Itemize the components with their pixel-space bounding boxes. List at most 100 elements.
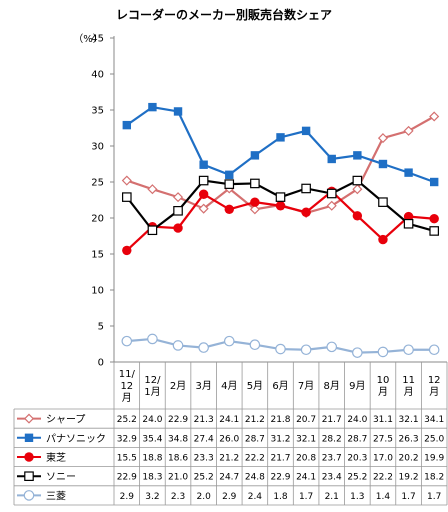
series-2-point xyxy=(301,126,311,136)
series-2-point xyxy=(429,177,439,187)
series-5-data-label: 2.9 xyxy=(222,492,237,502)
series-1-data-label: 34.1 xyxy=(424,415,444,425)
series-2-data-label: 27.5 xyxy=(373,434,393,444)
series-4-point xyxy=(250,178,260,189)
x-tick-label: 8月 xyxy=(324,380,340,392)
series-5-data-label: 2.4 xyxy=(248,492,263,502)
series-2-point xyxy=(353,151,362,160)
series-3-data-label: 17.0 xyxy=(373,454,393,464)
series-2-data-label: 28.7 xyxy=(347,434,367,444)
series-5-point xyxy=(249,339,261,351)
series-3-point xyxy=(198,189,209,199)
series-3-point xyxy=(403,211,414,222)
series-4-data-label: 24.8 xyxy=(245,473,265,483)
series-5-point xyxy=(172,340,184,351)
series-2-data-label: 28.7 xyxy=(245,434,265,444)
series-4-data-label: 22.9 xyxy=(270,473,290,483)
series-2-point xyxy=(122,120,132,130)
series-3-data-label: 20.3 xyxy=(347,454,367,464)
series-5-point xyxy=(428,344,440,356)
series-2-data-label: 31.2 xyxy=(270,434,290,444)
series-2-data-label: 32.1 xyxy=(296,434,316,444)
series-4-data-label: 22.9 xyxy=(117,473,137,483)
series-3-point xyxy=(352,211,363,221)
series-1-point xyxy=(198,203,209,214)
series-2-point xyxy=(173,107,183,116)
series-3-legend-marker xyxy=(24,452,34,462)
series-2-point xyxy=(327,154,336,164)
series-2-data-label: 28.2 xyxy=(322,434,342,444)
y-tick-label: 10 xyxy=(91,286,104,297)
series-3-point xyxy=(429,214,439,224)
x-tick-label: 4月 xyxy=(221,380,237,392)
series-1-data-label: 24.0 xyxy=(142,415,162,425)
series-5-point xyxy=(198,342,209,353)
series-2-point xyxy=(276,133,285,142)
series-3-point xyxy=(224,204,234,215)
series-1-data-label: 21.8 xyxy=(270,415,290,425)
series-4-point xyxy=(301,183,311,194)
series-5-point xyxy=(326,341,338,353)
x-tick-label: 月 xyxy=(429,386,439,398)
series-4-data-label: 19.2 xyxy=(399,473,419,483)
y-tick-label: 35 xyxy=(91,106,104,117)
series-4-data-label: 18.3 xyxy=(142,473,162,483)
series-2-point xyxy=(378,159,388,169)
series-4-point xyxy=(122,192,132,202)
series-4-point xyxy=(352,175,363,186)
series-2-legend-marker xyxy=(24,433,34,442)
y-tick-label: 30 xyxy=(91,142,104,153)
series-5-data-label: 1.8 xyxy=(273,492,288,502)
series-2-data-label: 32.9 xyxy=(117,434,137,444)
series-5-data-label: 3.2 xyxy=(145,492,159,502)
x-tick-label: 10 xyxy=(377,375,390,386)
series-4-legend-marker xyxy=(24,471,34,481)
series-2-point xyxy=(250,151,260,160)
series-4-point xyxy=(429,226,439,236)
x-tick-label: 3月 xyxy=(195,380,211,392)
x-tick-label: 2月 xyxy=(170,380,186,392)
series-3-data-label: 23.3 xyxy=(194,454,214,464)
x-tick-label: 11 xyxy=(402,375,415,386)
series-1-point xyxy=(326,200,337,211)
series-5-data-label: 2.3 xyxy=(171,492,185,502)
y-tick-label: 15 xyxy=(91,250,104,261)
series-5-data-label: 2.0 xyxy=(196,492,211,502)
series-2-data-label: 27.4 xyxy=(194,434,214,444)
series-1-point xyxy=(429,111,440,122)
series-5-data-label: 1.7 xyxy=(427,492,441,502)
series-4-point xyxy=(198,175,209,186)
x-tick-label: 月 xyxy=(404,386,414,398)
series-3-data-label: 18.8 xyxy=(142,454,162,464)
series-1-point xyxy=(352,184,363,195)
series-3-point xyxy=(275,201,286,211)
series-3-point xyxy=(378,234,388,245)
series-2-data-label: 34.8 xyxy=(168,434,188,444)
series-1-point xyxy=(403,125,414,136)
x-tick-label: 11/ xyxy=(119,369,136,380)
series-3-data-label: 19.9 xyxy=(424,454,444,464)
series-1-point xyxy=(249,204,260,215)
series-3-point xyxy=(173,223,183,233)
y-tick-label: 40 xyxy=(91,70,104,81)
series-4-point xyxy=(224,179,235,189)
series-5-data-label: 1.4 xyxy=(376,492,391,502)
series-2-point xyxy=(199,160,208,169)
series-4-data-label: 24.7 xyxy=(219,473,239,483)
series-5-data-label: 2.9 xyxy=(120,492,135,502)
series-5-legend-marker xyxy=(23,490,35,501)
series-4-data-label: 18.2 xyxy=(424,473,444,483)
series-3-data-label: 20.8 xyxy=(296,454,316,464)
series-2-line xyxy=(126,105,435,184)
series-5-point xyxy=(377,346,389,358)
series-1-data-label: 24.0 xyxy=(347,415,367,425)
series-3-data-label: 18.6 xyxy=(168,454,188,464)
series-2-data-label: 25.0 xyxy=(424,434,444,444)
series-4-point xyxy=(275,192,286,202)
chart-title: レコーダーのメーカー別販売台数シェア xyxy=(115,8,332,22)
series-5-point xyxy=(403,344,414,356)
x-tick-label: 12 xyxy=(120,381,133,392)
series-3-data-label: 15.5 xyxy=(117,454,137,464)
x-tick-label: 月 xyxy=(378,386,388,398)
